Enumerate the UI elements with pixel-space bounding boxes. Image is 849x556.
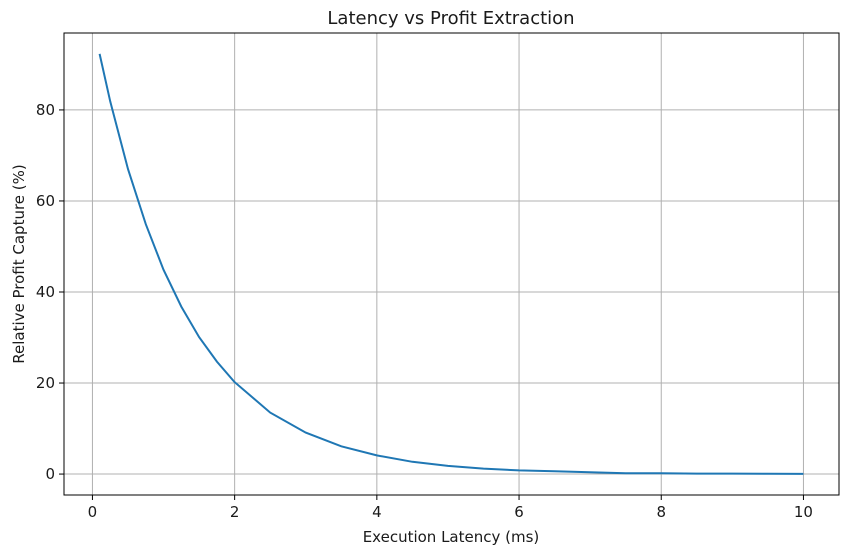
y-tick-label: 0 — [45, 465, 55, 483]
data-line — [98, 53, 804, 475]
y-axis-label: Relative Profit Capture (%) — [10, 164, 28, 364]
x-axis-ticks: 0 2 4 6 8 10 — [88, 495, 813, 521]
x-tick-label: 4 — [372, 503, 382, 521]
x-tick-label: 8 — [656, 503, 666, 521]
y-axis-ticks: 0 20 40 60 80 — [36, 101, 64, 483]
axes-frame — [63, 32, 840, 496]
y-tick-label: 20 — [36, 374, 55, 392]
x-tick-label: 0 — [88, 503, 98, 521]
x-axis-label: Execution Latency (ms) — [363, 528, 540, 546]
chart-title: Latency vs Profit Extraction — [327, 8, 574, 29]
y-tick-label: 80 — [36, 101, 55, 119]
x-tick-label: 10 — [794, 503, 813, 521]
x-tick-label: 6 — [514, 503, 524, 521]
y-tick-label: 40 — [36, 283, 55, 301]
y-tick-label: 60 — [36, 192, 55, 210]
grid-lines — [64, 33, 839, 495]
x-tick-label: 2 — [230, 503, 240, 521]
